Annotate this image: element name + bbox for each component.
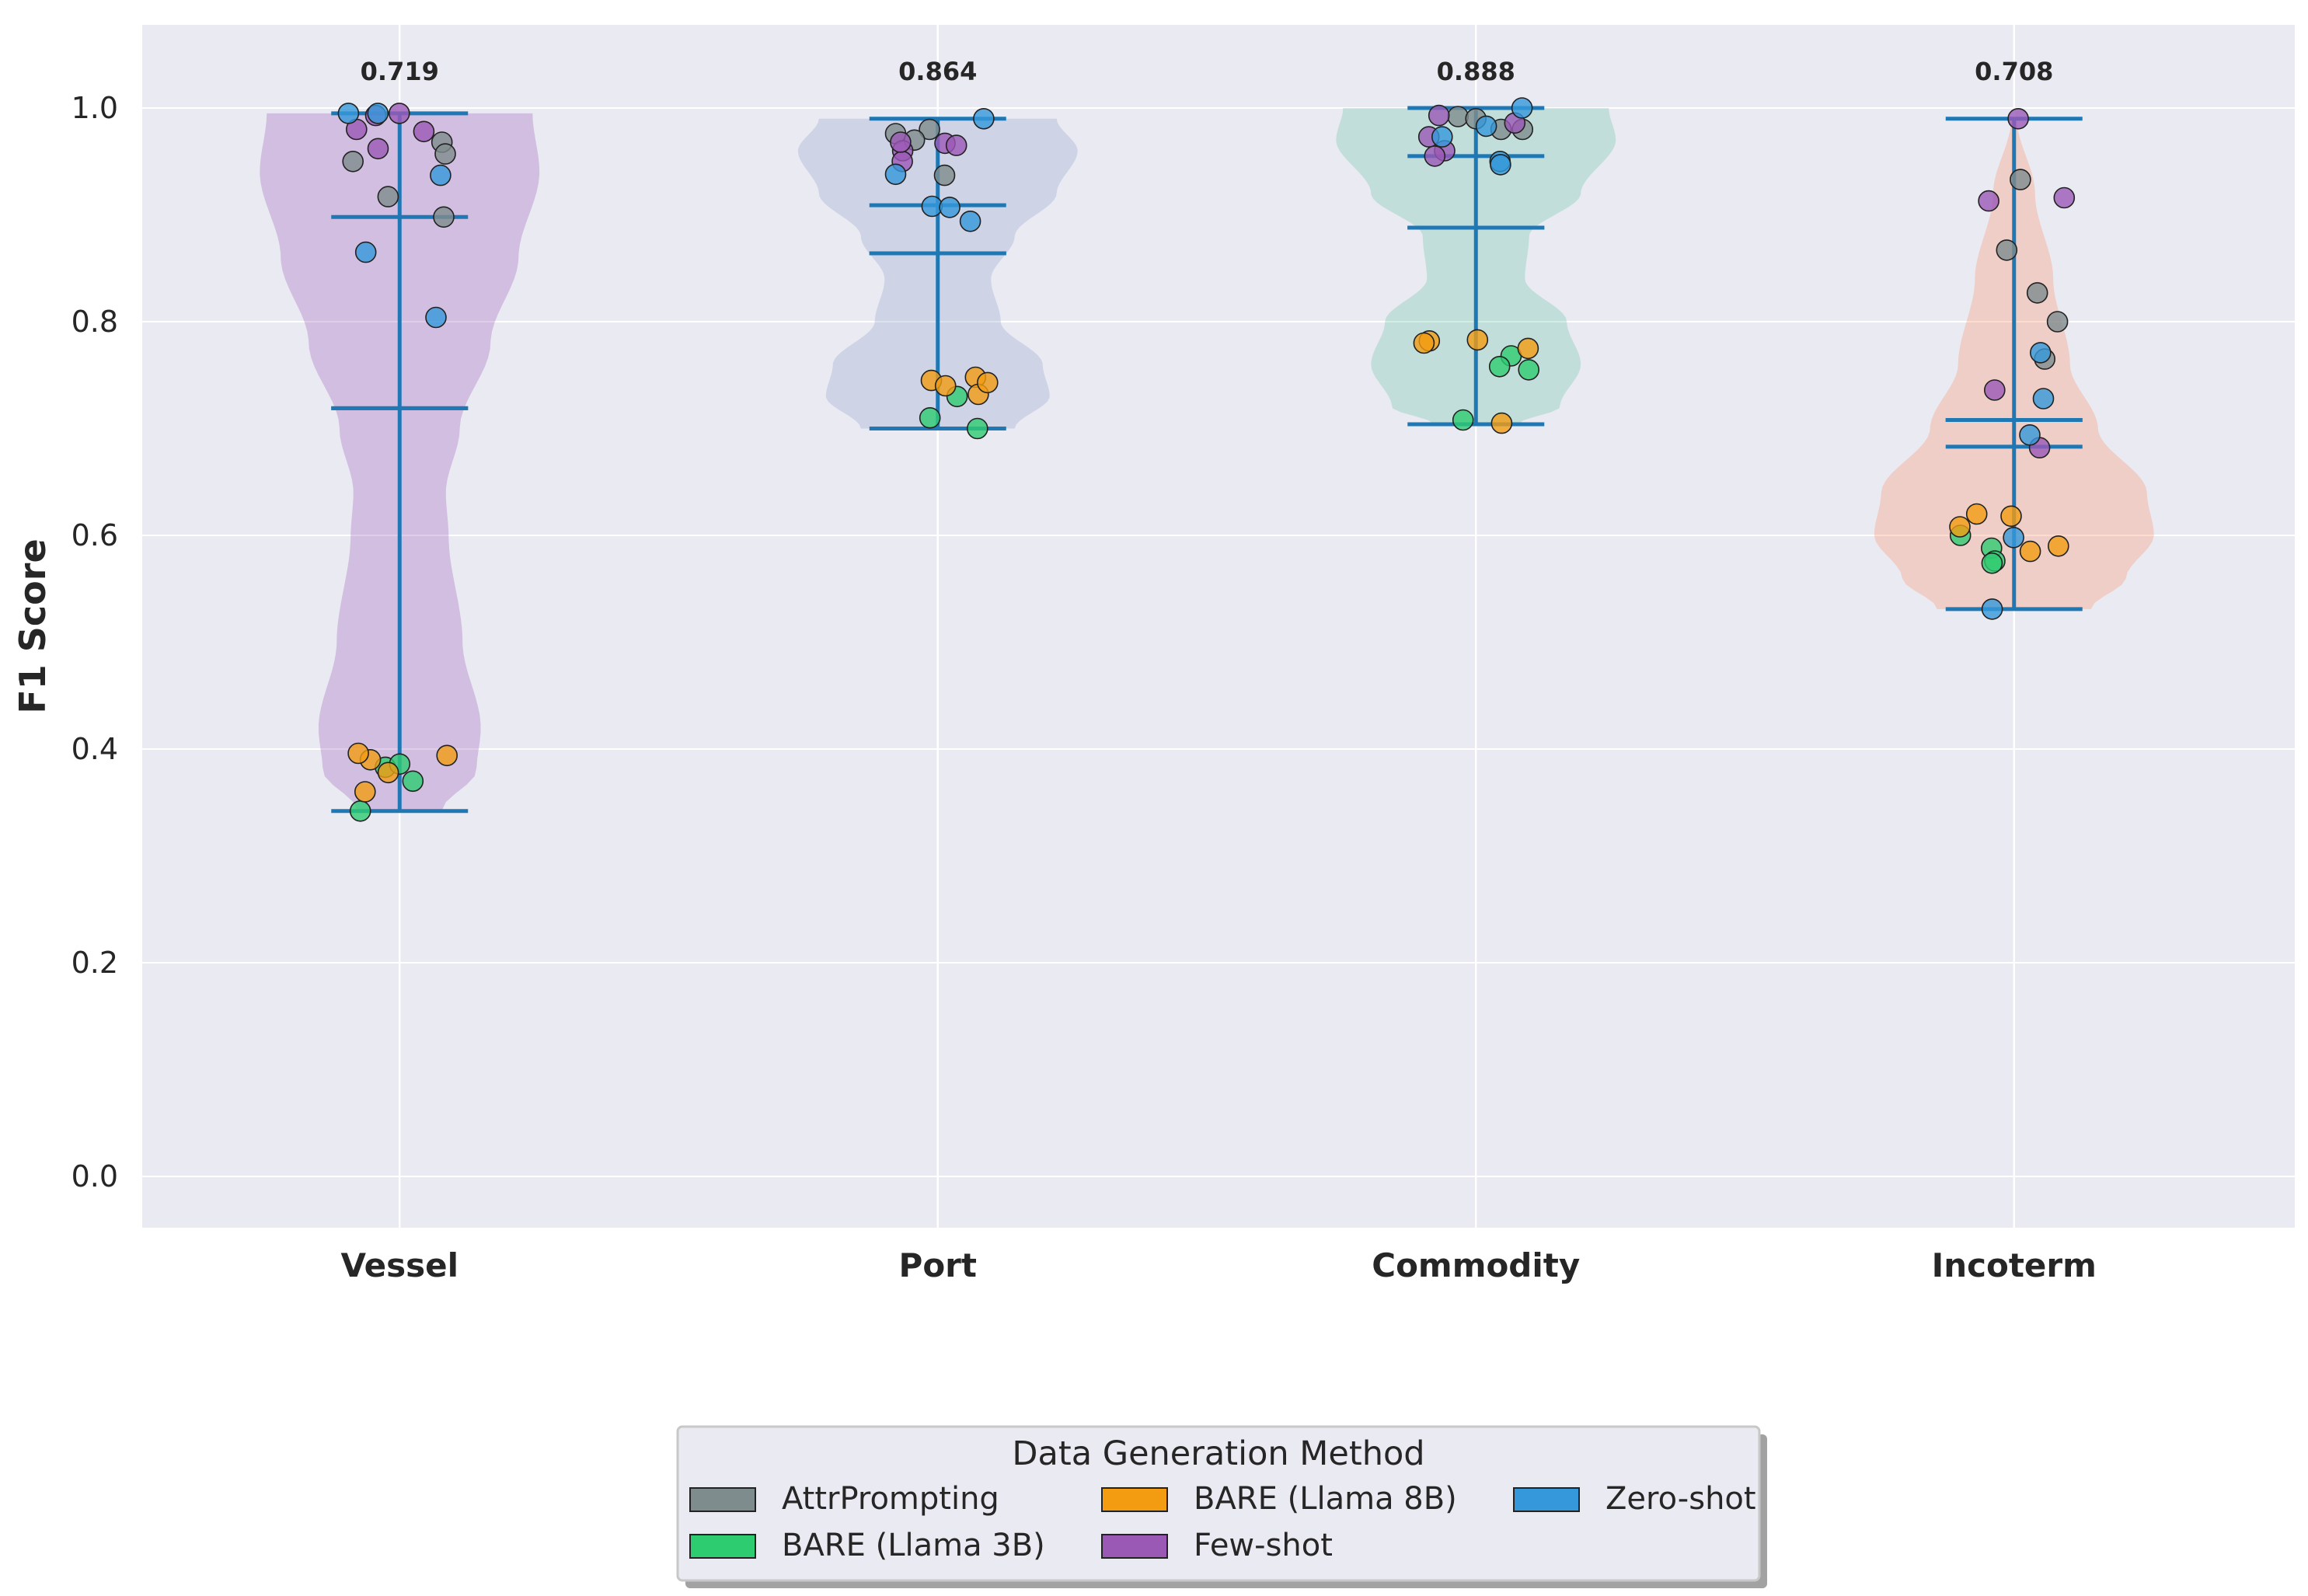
x-axis-categories: Vessel Port Commodity Incoterm bbox=[340, 1246, 2096, 1284]
data-point bbox=[354, 781, 376, 803]
data-point bbox=[1965, 503, 1988, 525]
median-value-label: 0.708 bbox=[1975, 57, 2053, 86]
data-point bbox=[367, 138, 389, 160]
legend-title: Data Generation Method bbox=[1012, 1434, 1424, 1473]
legend-label: BARE (Llama 3B) bbox=[782, 1528, 1045, 1563]
data-point bbox=[2003, 526, 2024, 549]
data-point bbox=[1413, 332, 1435, 354]
data-point bbox=[2048, 535, 2069, 557]
legend-swatch bbox=[689, 1487, 756, 1512]
data-point bbox=[1949, 516, 1971, 538]
data-point bbox=[939, 197, 961, 218]
data-point bbox=[1518, 359, 1539, 381]
data-point bbox=[2032, 388, 2055, 409]
jitter-points bbox=[337, 97, 2076, 822]
data-point bbox=[430, 164, 451, 186]
data-point bbox=[884, 163, 907, 186]
data-point bbox=[1475, 115, 1497, 138]
y-tick-label: 0.0 bbox=[71, 1159, 118, 1194]
legend: Data Generation Method AttrPrompting BARE… bbox=[676, 1425, 1767, 1588]
y-tick-label: 1.0 bbox=[71, 91, 118, 125]
legend-label: AttrPrompting bbox=[782, 1481, 999, 1517]
data-point bbox=[1490, 154, 1511, 176]
data-point bbox=[377, 186, 399, 207]
data-point bbox=[1424, 145, 1446, 167]
data-point bbox=[402, 770, 424, 793]
data-point bbox=[337, 103, 360, 124]
data-point bbox=[890, 131, 912, 153]
data-point bbox=[349, 800, 371, 822]
data-point bbox=[2019, 540, 2041, 563]
data-point bbox=[967, 417, 988, 440]
data-point bbox=[425, 306, 447, 329]
data-point bbox=[959, 210, 981, 232]
data-point bbox=[973, 108, 995, 130]
data-point bbox=[919, 406, 941, 429]
data-point bbox=[2007, 108, 2029, 130]
data-point bbox=[342, 151, 364, 172]
data-point bbox=[354, 241, 377, 263]
y-axis-ticks: 0.0 0.2 0.4 0.6 0.8 1.0 bbox=[71, 91, 118, 1194]
data-point bbox=[2053, 186, 2076, 209]
data-point bbox=[919, 118, 940, 141]
legend-label: Zero-shot bbox=[1605, 1481, 1756, 1517]
data-point bbox=[1488, 355, 1511, 378]
y-axis-label: F1 Score bbox=[12, 538, 54, 713]
x-category-label: Commodity bbox=[1372, 1246, 1580, 1284]
y-tick-label: 0.8 bbox=[71, 305, 118, 339]
legend-swatch bbox=[1101, 1534, 1168, 1559]
data-point bbox=[367, 103, 389, 124]
y-tick-label: 0.6 bbox=[71, 518, 118, 552]
data-point bbox=[1978, 190, 1999, 212]
data-point bbox=[347, 742, 369, 765]
data-point bbox=[1981, 552, 2003, 574]
data-point bbox=[1466, 329, 1489, 351]
legend-swatch bbox=[1101, 1487, 1168, 1512]
median-value-label: 0.888 bbox=[1437, 57, 1515, 86]
legend-swatch bbox=[689, 1534, 756, 1559]
median-value-label: 0.719 bbox=[361, 57, 439, 86]
y-tick-label: 0.4 bbox=[71, 732, 118, 766]
data-point bbox=[2010, 169, 2031, 190]
data-point bbox=[1511, 97, 1533, 119]
data-point bbox=[388, 103, 410, 124]
x-category-label: Incoterm bbox=[1932, 1246, 2097, 1284]
data-point bbox=[1490, 412, 1513, 434]
data-point bbox=[1447, 106, 1469, 127]
legend-label: BARE (Llama 8B) bbox=[1194, 1481, 1457, 1517]
x-category-label: Port bbox=[899, 1246, 977, 1284]
data-point bbox=[1996, 239, 2018, 261]
data-point bbox=[413, 120, 435, 143]
data-point bbox=[2046, 311, 2069, 333]
data-point bbox=[977, 371, 999, 394]
legend-label: Few-shot bbox=[1194, 1528, 1333, 1563]
data-point bbox=[933, 164, 956, 186]
data-point bbox=[433, 206, 455, 228]
data-point bbox=[1428, 104, 1450, 127]
data-point bbox=[1984, 379, 2006, 401]
y-tick-label: 0.2 bbox=[71, 946, 118, 980]
median-value-label: 0.864 bbox=[898, 57, 977, 86]
legend-swatch bbox=[1513, 1487, 1580, 1512]
data-point bbox=[1431, 126, 1453, 148]
data-point bbox=[436, 744, 458, 767]
median-labels: 0.719 0.864 0.888 0.708 bbox=[361, 57, 2054, 86]
data-point bbox=[2026, 282, 2048, 304]
data-point bbox=[2000, 505, 2022, 528]
data-point bbox=[377, 761, 399, 784]
data-point bbox=[934, 375, 957, 397]
data-point bbox=[434, 143, 456, 165]
data-point bbox=[945, 134, 967, 156]
data-point bbox=[2030, 342, 2052, 364]
data-point bbox=[1517, 337, 1539, 360]
data-point bbox=[2019, 423, 2041, 446]
data-point bbox=[1981, 598, 2003, 620]
plot-area bbox=[142, 25, 2295, 1228]
x-category-label: Vessel bbox=[340, 1246, 458, 1284]
legend-box bbox=[676, 1425, 1761, 1582]
data-point bbox=[1452, 409, 1474, 431]
